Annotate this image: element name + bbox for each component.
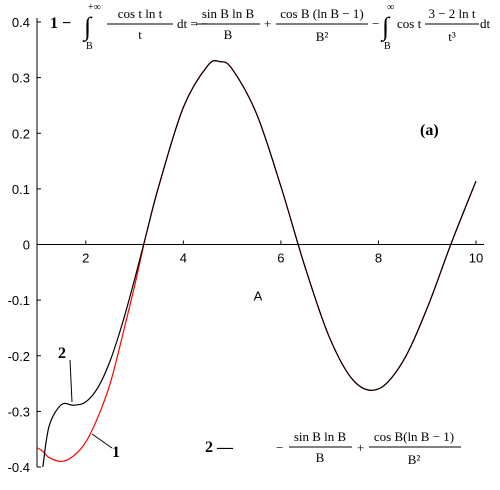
eq-part: cos t [397,16,422,31]
y-tick-label: -0.3 [8,404,30,419]
x-tick-label: 6 [277,251,284,266]
eq-part: B² [316,29,329,44]
eq-part: B [86,41,93,52]
eq-part: sin B ln B [202,6,255,21]
eq-part: B [224,27,233,42]
x-axis-label: A [254,289,263,304]
eq-part: dt [480,16,491,31]
y-tick-label: 0 [23,238,30,253]
eq-part: sin B ln B [294,429,347,444]
y-tick-label: -0.1 [8,293,30,308]
label-leader [91,433,113,449]
eq-part: − [276,440,283,455]
eq-part: 3 − 2 ln t [428,6,475,21]
eq-part: 1 − [50,15,71,32]
label-leader [69,359,73,403]
y-tick-label: -0.2 [8,349,30,364]
y-tick-label: -0.4 [8,460,30,475]
x-tick-label: 8 [375,251,382,266]
eq-part: + [357,440,364,455]
eq-part: B [316,450,325,465]
eq-part: cos t ln t [118,6,163,21]
series-label: 1 [112,444,120,461]
y-tick-label: 0.4 [12,15,30,30]
eq-part: t³ [448,29,456,44]
x-tick-label: 2 [82,251,89,266]
eq-part: dt = − [177,16,208,31]
eq-part: − [372,16,379,31]
eq-part: 2 — [205,439,234,456]
eq-part: t [138,27,142,42]
eq-part: +∞ [88,2,101,13]
panel-label: (a) [420,122,439,139]
series-label: 2 [58,345,66,362]
eq-part: B² [408,452,421,467]
eq-part: B [384,41,391,52]
top-equation: 1 − ∫ +∞ B cos t ln t t dt = − sin B ln … [50,2,491,52]
eq-part: ∞ [387,2,394,13]
eq-part: + [264,16,271,31]
eq-part: ∫ [82,12,93,42]
x-tick-label: 10 [469,251,483,266]
series-line [36,60,477,463]
legend-equation: 2 — − sin B ln B B + cos B(ln B − 1) B² [205,429,461,467]
y-tick-label: 0.3 [12,71,30,86]
x-tick-label: 4 [180,251,187,266]
eq-part: ∫ [380,12,391,42]
y-tick-label: 0.2 [12,126,30,141]
eq-part: cos B(ln B − 1) [374,429,454,444]
eq-part: cos B (ln B − 1) [280,6,364,21]
y-tick-label: 0.1 [12,182,30,197]
series-line [42,60,477,468]
